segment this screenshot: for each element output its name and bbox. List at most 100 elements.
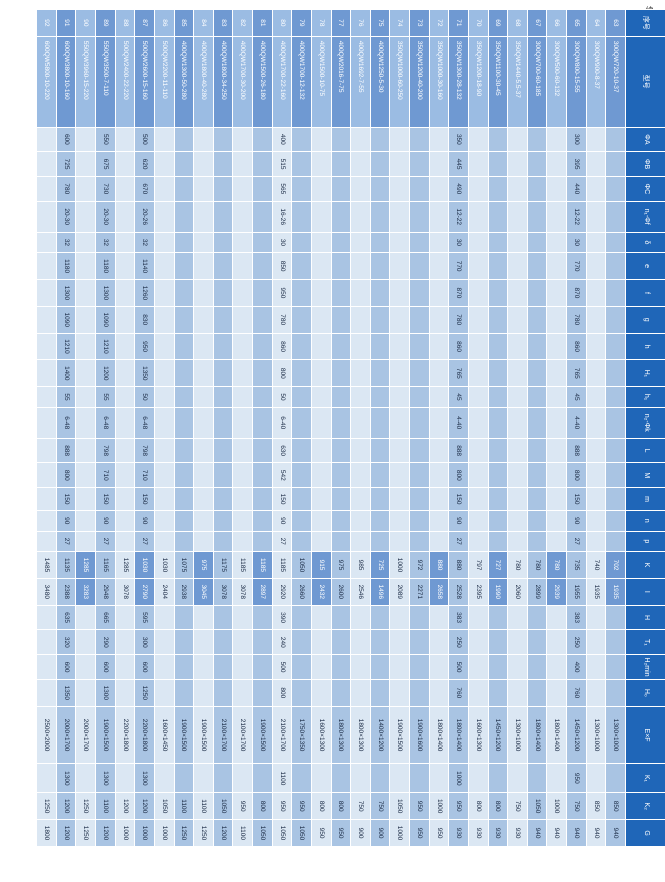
model-cell: 300QW800-15-55 bbox=[566, 36, 587, 127]
table-cell: 900 bbox=[350, 819, 371, 847]
table-cell bbox=[586, 232, 606, 253]
table-cell: 860 bbox=[272, 333, 292, 360]
table-cell bbox=[115, 359, 135, 387]
table-cell: 780 bbox=[527, 551, 547, 579]
table-cell bbox=[429, 279, 449, 307]
table-cell bbox=[193, 333, 214, 360]
table-cell bbox=[586, 333, 606, 360]
table-cell bbox=[174, 763, 194, 793]
table-cell bbox=[586, 306, 606, 334]
column-header: δ bbox=[625, 232, 665, 253]
table-cell: 750 bbox=[507, 792, 528, 820]
row-number-cell: 86 bbox=[154, 9, 175, 37]
table-row: 80 400QW1700-22-160 400 515 565 16-26 30 850 950… bbox=[272, 9, 292, 847]
table-cell bbox=[252, 279, 273, 307]
table-cell bbox=[174, 438, 194, 463]
table-cell: 950 bbox=[272, 279, 292, 307]
column-header: 序号 bbox=[625, 9, 665, 37]
table-cell: 725 bbox=[370, 551, 390, 579]
table-cell: 1000 bbox=[390, 551, 410, 579]
table-cell bbox=[468, 386, 489, 408]
table-cell: 1900×1500 bbox=[252, 706, 273, 764]
table-cell bbox=[527, 654, 547, 680]
table-cell bbox=[311, 679, 332, 707]
table-cell bbox=[409, 252, 430, 280]
table-cell bbox=[174, 654, 194, 680]
table-cell bbox=[507, 679, 528, 707]
table-cell: 702 bbox=[605, 551, 626, 579]
table-cell bbox=[468, 654, 489, 680]
column-header: K bbox=[625, 551, 665, 579]
table-cell bbox=[429, 629, 449, 655]
table-cell bbox=[213, 679, 233, 707]
table-cell bbox=[507, 510, 528, 531]
table-cell bbox=[331, 333, 351, 360]
table-cell bbox=[213, 333, 233, 360]
table-cell bbox=[36, 151, 57, 177]
table-cell: 300 bbox=[566, 127, 587, 152]
table-cell bbox=[331, 510, 351, 531]
table-cell: 780 bbox=[448, 306, 469, 334]
table-cell: 1200 bbox=[134, 792, 155, 820]
table-cell: 2897 bbox=[252, 578, 273, 606]
table-cell bbox=[193, 386, 214, 408]
table-cell bbox=[370, 438, 390, 463]
table-cell bbox=[488, 679, 508, 707]
table-cell: 2089 bbox=[390, 578, 410, 606]
table-cell bbox=[547, 679, 567, 707]
table-cell bbox=[429, 151, 449, 177]
table-cell: 1935 bbox=[605, 578, 626, 606]
table-cell bbox=[527, 407, 547, 439]
table-cell: 90 bbox=[566, 510, 587, 531]
table-cell bbox=[193, 306, 214, 334]
table-cell bbox=[390, 333, 410, 360]
table-cell bbox=[174, 252, 194, 280]
table-cell: 1800×1400 bbox=[547, 706, 567, 764]
table-cell: 3480 bbox=[36, 578, 57, 606]
table-cell: 1090 bbox=[95, 306, 116, 334]
table-cell bbox=[233, 763, 253, 793]
table-cell bbox=[350, 151, 371, 177]
model-cell: 400QW1500-26-180 bbox=[252, 36, 273, 127]
table-cell: 800 bbox=[272, 359, 292, 387]
table-cell bbox=[233, 510, 253, 531]
table-cell bbox=[429, 127, 449, 152]
table-cell bbox=[409, 386, 430, 408]
table-cell bbox=[547, 176, 567, 202]
table-cell bbox=[291, 531, 312, 552]
table-cell bbox=[193, 176, 214, 202]
table-cell bbox=[507, 252, 528, 280]
table-cell bbox=[488, 252, 508, 280]
table-cell bbox=[331, 306, 351, 334]
table-cell bbox=[311, 127, 332, 152]
table-cell bbox=[233, 386, 253, 408]
table-cell bbox=[174, 629, 194, 655]
table-cell bbox=[350, 531, 371, 552]
table-cell bbox=[213, 306, 233, 334]
table-cell bbox=[154, 386, 175, 408]
table-row: 82 400QW1700-30-200 1185 3078 2100×1700 950 11… bbox=[233, 9, 253, 847]
table-cell: 55 bbox=[56, 386, 76, 408]
table-row: 70 350QW1200-18-90 797 2395 1600×1300 800 930 bbox=[468, 9, 489, 847]
table-cell bbox=[468, 333, 489, 360]
row-number-cell: 78 bbox=[311, 9, 332, 37]
table-cell bbox=[350, 763, 371, 793]
table-cell bbox=[390, 359, 410, 387]
table-cell bbox=[36, 629, 57, 655]
table-cell bbox=[547, 232, 567, 253]
table-cell: 2528 bbox=[448, 578, 469, 606]
table-cell bbox=[36, 127, 57, 152]
table-cell bbox=[527, 605, 547, 630]
table-cell: 888 bbox=[448, 438, 469, 463]
table-cell: 2790 bbox=[134, 578, 155, 606]
table-cell bbox=[468, 531, 489, 552]
table-cell: 600 bbox=[56, 127, 76, 152]
table-cell: 1300 bbox=[56, 279, 76, 307]
table-cell bbox=[252, 333, 273, 360]
table-cell bbox=[291, 127, 312, 152]
row-number-cell: 74 bbox=[390, 9, 410, 37]
table-cell: 1800×1300 bbox=[350, 706, 371, 764]
column-header: 型号 bbox=[625, 36, 665, 127]
table-cell: 888 bbox=[56, 438, 76, 463]
